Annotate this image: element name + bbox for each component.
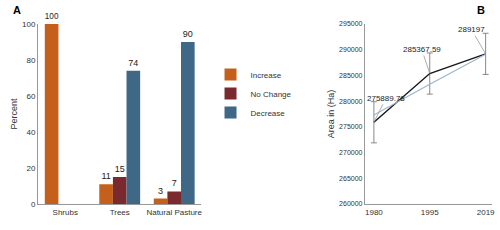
- svg-text:40: 40: [26, 128, 35, 137]
- svg-text:100: 100: [45, 12, 59, 21]
- svg-text:Trees: Trees: [110, 208, 130, 217]
- svg-text:280000: 280000: [339, 98, 362, 105]
- svg-text:Percent: Percent: [9, 98, 19, 130]
- svg-text:7: 7: [172, 178, 177, 188]
- svg-text:No Change: No Change: [251, 90, 292, 99]
- svg-text:0: 0: [31, 200, 36, 209]
- svg-text:3: 3: [158, 186, 163, 196]
- svg-text:Increase: Increase: [251, 71, 282, 80]
- svg-text:11: 11: [101, 171, 110, 181]
- svg-text:260000: 260000: [339, 200, 362, 207]
- svg-text:1980: 1980: [365, 208, 383, 217]
- svg-text:285000: 285000: [339, 72, 362, 79]
- svg-text:15: 15: [115, 164, 125, 174]
- svg-text:A: A: [13, 4, 21, 16]
- svg-text:289197: 289197: [458, 25, 485, 34]
- svg-text:275000: 275000: [339, 123, 362, 130]
- svg-text:Area in (Ha): Area in (Ha): [326, 90, 336, 139]
- svg-text:74: 74: [128, 58, 138, 68]
- svg-text:1995: 1995: [421, 208, 439, 217]
- svg-text:2019: 2019: [477, 208, 495, 217]
- svg-text:80: 80: [26, 56, 35, 65]
- svg-text:Natural Pasture: Natural Pasture: [146, 208, 202, 217]
- svg-text:275889.78: 275889.78: [367, 94, 405, 103]
- svg-text:100: 100: [22, 20, 36, 29]
- svg-text:60: 60: [26, 92, 35, 101]
- svg-text:20: 20: [26, 164, 35, 173]
- svg-text:90: 90: [183, 29, 193, 39]
- svg-text:Shrubs: Shrubs: [53, 208, 78, 217]
- svg-text:295000: 295000: [339, 20, 362, 27]
- svg-text:270000: 270000: [339, 149, 362, 156]
- svg-text:265000: 265000: [339, 175, 362, 182]
- svg-text:285367.59: 285367.59: [403, 45, 441, 54]
- svg-text:Decrease: Decrease: [251, 109, 286, 118]
- svg-text:B: B: [477, 4, 485, 16]
- svg-text:290000: 290000: [339, 46, 362, 53]
